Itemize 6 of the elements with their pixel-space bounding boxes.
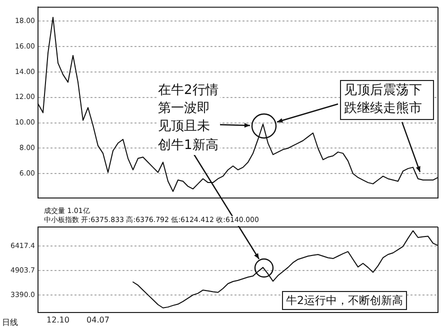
annotation: 在牛2行情第一波即见顶且未创牛1新高 [158, 82, 220, 155]
x-tick-label: 12.10 [46, 315, 70, 324]
annotation: 牛2运行中，不断创新高 [282, 291, 407, 310]
x-tick-label: 04.07 [86, 315, 110, 324]
text: 日线 [2, 317, 32, 328]
annotation: 见顶后震荡下跌继续走熊市 [340, 80, 434, 120]
